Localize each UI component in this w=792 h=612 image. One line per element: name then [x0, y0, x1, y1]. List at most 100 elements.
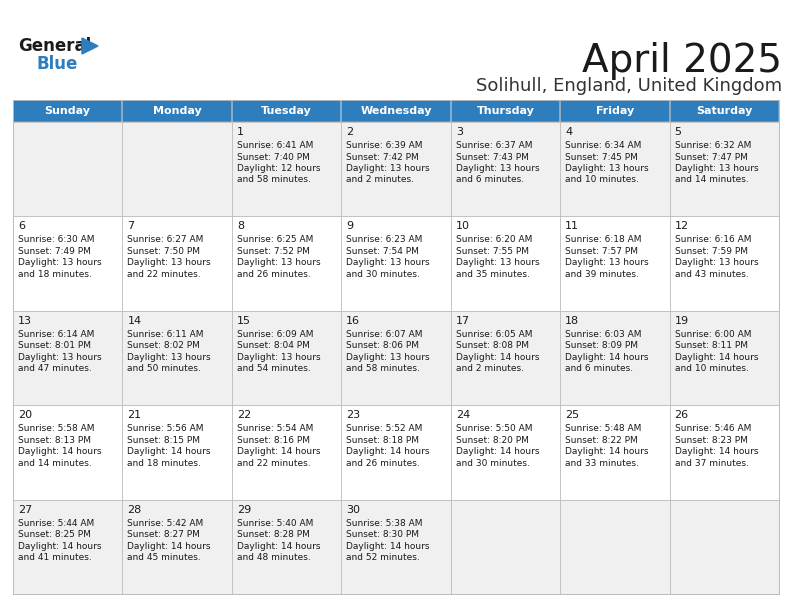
Text: Blue: Blue [36, 55, 78, 73]
Text: Sunset: 7:40 PM: Sunset: 7:40 PM [237, 152, 310, 162]
Bar [341, 217, 451, 311]
Text: Sunset: 7:57 PM: Sunset: 7:57 PM [565, 247, 638, 256]
Text: Sunrise: 6:03 AM: Sunrise: 6:03 AM [565, 330, 642, 339]
Bar [669, 122, 779, 217]
Text: 29: 29 [237, 505, 251, 515]
Text: 28: 28 [128, 505, 142, 515]
Bar [341, 100, 451, 122]
Text: Daylight: 13 hours: Daylight: 13 hours [565, 164, 649, 173]
Text: Monday: Monday [153, 106, 201, 116]
Text: Sunset: 8:23 PM: Sunset: 8:23 PM [675, 436, 748, 445]
Text: Sunset: 7:59 PM: Sunset: 7:59 PM [675, 247, 748, 256]
Text: 9: 9 [346, 222, 353, 231]
Text: Sunrise: 5:40 AM: Sunrise: 5:40 AM [237, 518, 313, 528]
Text: and 18 minutes.: and 18 minutes. [128, 459, 201, 468]
Text: Sunrise: 6:25 AM: Sunrise: 6:25 AM [237, 236, 313, 244]
Text: 14: 14 [128, 316, 142, 326]
Text: Sunset: 8:20 PM: Sunset: 8:20 PM [455, 436, 528, 445]
Text: and 43 minutes.: and 43 minutes. [675, 270, 748, 279]
Text: Daylight: 14 hours: Daylight: 14 hours [675, 447, 758, 456]
Text: Sunrise: 5:38 AM: Sunrise: 5:38 AM [346, 518, 423, 528]
Text: 23: 23 [346, 410, 360, 420]
Text: Daylight: 13 hours: Daylight: 13 hours [346, 353, 430, 362]
Text: 3: 3 [455, 127, 463, 137]
Text: Daylight: 13 hours: Daylight: 13 hours [455, 258, 539, 267]
Text: Sunrise: 6:07 AM: Sunrise: 6:07 AM [346, 330, 423, 339]
Text: Sunrise: 5:42 AM: Sunrise: 5:42 AM [128, 518, 204, 528]
Bar [560, 405, 669, 499]
Text: Sunset: 8:11 PM: Sunset: 8:11 PM [675, 341, 748, 350]
Text: Daylight: 14 hours: Daylight: 14 hours [346, 447, 430, 456]
Text: Sunrise: 6:20 AM: Sunrise: 6:20 AM [455, 236, 532, 244]
Text: and 18 minutes.: and 18 minutes. [18, 270, 92, 279]
Text: and 2 minutes.: and 2 minutes. [346, 176, 414, 184]
Text: Sunrise: 6:27 AM: Sunrise: 6:27 AM [128, 236, 204, 244]
Bar [451, 100, 560, 122]
Text: and 14 minutes.: and 14 minutes. [675, 176, 748, 184]
Text: Sunset: 7:50 PM: Sunset: 7:50 PM [128, 247, 200, 256]
Text: Sunset: 8:28 PM: Sunset: 8:28 PM [237, 530, 310, 539]
Text: Sunset: 7:45 PM: Sunset: 7:45 PM [565, 152, 638, 162]
Text: and 30 minutes.: and 30 minutes. [455, 459, 530, 468]
Text: 27: 27 [18, 505, 32, 515]
Text: and 54 minutes.: and 54 minutes. [237, 364, 310, 373]
Bar [560, 217, 669, 311]
Text: and 22 minutes.: and 22 minutes. [128, 270, 201, 279]
Text: Sunset: 8:08 PM: Sunset: 8:08 PM [455, 341, 529, 350]
Text: Sunrise: 6:18 AM: Sunrise: 6:18 AM [565, 236, 642, 244]
Bar [13, 499, 123, 594]
Text: and 6 minutes.: and 6 minutes. [455, 176, 524, 184]
Text: Sunrise: 6:11 AM: Sunrise: 6:11 AM [128, 330, 204, 339]
Text: Daylight: 13 hours: Daylight: 13 hours [128, 258, 211, 267]
Bar [123, 122, 232, 217]
Text: Daylight: 13 hours: Daylight: 13 hours [237, 353, 321, 362]
Bar [232, 122, 341, 217]
Text: and 58 minutes.: and 58 minutes. [346, 364, 421, 373]
Text: Sunrise: 6:23 AM: Sunrise: 6:23 AM [346, 236, 423, 244]
Text: Sunset: 7:47 PM: Sunset: 7:47 PM [675, 152, 748, 162]
Text: Saturday: Saturday [696, 106, 752, 116]
Text: Sunset: 8:18 PM: Sunset: 8:18 PM [346, 436, 419, 445]
Text: Daylight: 12 hours: Daylight: 12 hours [237, 164, 320, 173]
Bar [123, 499, 232, 594]
Text: and 47 minutes.: and 47 minutes. [18, 364, 92, 373]
Text: and 52 minutes.: and 52 minutes. [346, 553, 420, 562]
Text: Sunrise: 6:37 AM: Sunrise: 6:37 AM [455, 141, 532, 150]
Text: General: General [18, 37, 91, 55]
Bar [13, 217, 123, 311]
Text: Sunset: 8:09 PM: Sunset: 8:09 PM [565, 341, 638, 350]
Text: 25: 25 [565, 410, 579, 420]
Bar [232, 311, 341, 405]
Bar [123, 311, 232, 405]
Text: 16: 16 [346, 316, 360, 326]
Text: and 50 minutes.: and 50 minutes. [128, 364, 201, 373]
Bar [669, 311, 779, 405]
Text: and 39 minutes.: and 39 minutes. [565, 270, 639, 279]
Text: Friday: Friday [596, 106, 634, 116]
Bar [451, 217, 560, 311]
Text: Daylight: 14 hours: Daylight: 14 hours [565, 353, 649, 362]
Text: 1: 1 [237, 127, 244, 137]
Text: 8: 8 [237, 222, 244, 231]
Text: Sunrise: 6:16 AM: Sunrise: 6:16 AM [675, 236, 751, 244]
Bar [123, 100, 232, 122]
Text: and 2 minutes.: and 2 minutes. [455, 364, 524, 373]
Text: Sunrise: 5:58 AM: Sunrise: 5:58 AM [18, 424, 94, 433]
Text: Sunrise: 6:00 AM: Sunrise: 6:00 AM [675, 330, 751, 339]
Bar [13, 405, 123, 499]
Bar [232, 217, 341, 311]
Text: 11: 11 [565, 222, 579, 231]
Text: Solihull, England, United Kingdom: Solihull, England, United Kingdom [476, 77, 782, 95]
Text: and 41 minutes.: and 41 minutes. [18, 553, 92, 562]
Bar [232, 405, 341, 499]
Text: and 37 minutes.: and 37 minutes. [675, 459, 748, 468]
Text: 5: 5 [675, 127, 682, 137]
Bar [341, 499, 451, 594]
Bar [560, 100, 669, 122]
Text: Daylight: 13 hours: Daylight: 13 hours [346, 164, 430, 173]
Text: and 10 minutes.: and 10 minutes. [675, 364, 748, 373]
Text: and 26 minutes.: and 26 minutes. [346, 459, 420, 468]
Text: and 6 minutes.: and 6 minutes. [565, 364, 634, 373]
Text: Daylight: 13 hours: Daylight: 13 hours [128, 353, 211, 362]
Text: Sunset: 8:06 PM: Sunset: 8:06 PM [346, 341, 419, 350]
